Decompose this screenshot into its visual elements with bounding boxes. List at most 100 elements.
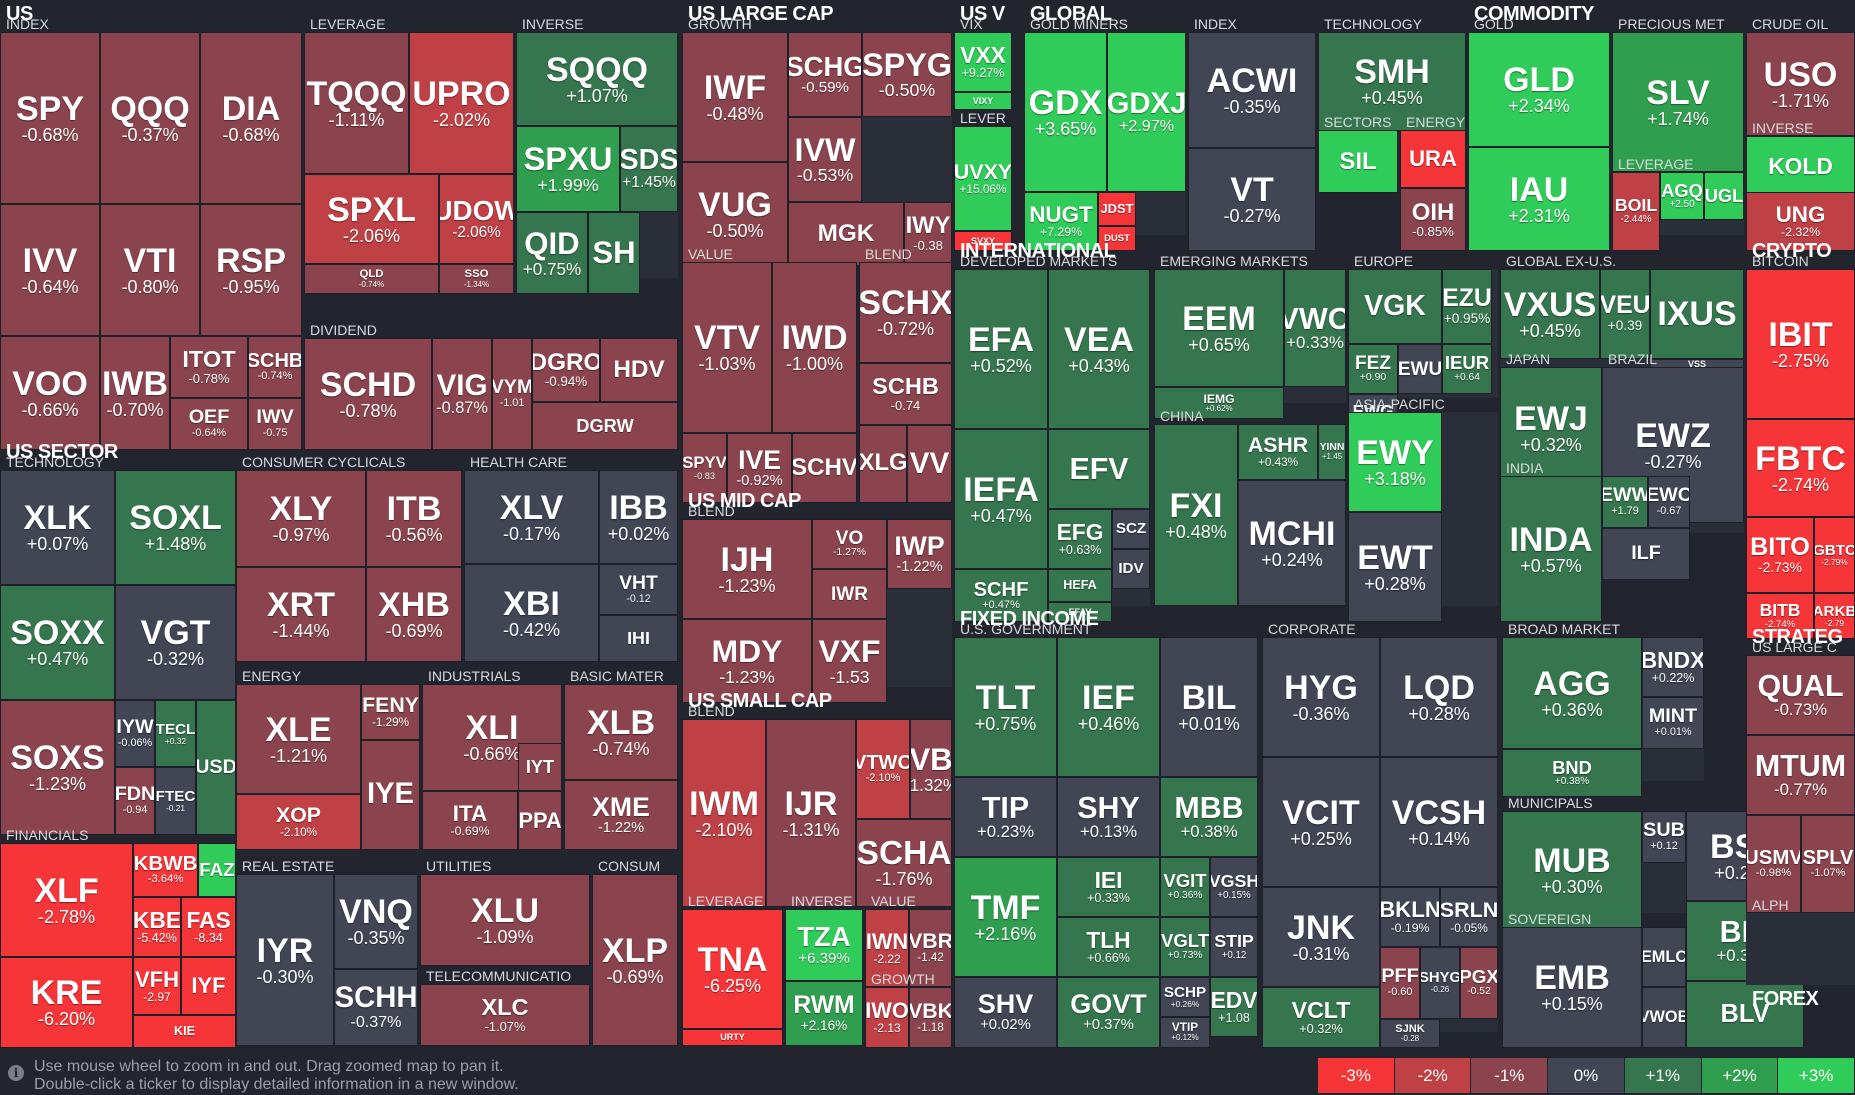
ticker-tile-sso[interactable]: SSO -1.34% <box>439 264 514 294</box>
ticker-tile-xlf[interactable]: XLF -2.78% <box>0 843 133 957</box>
ticker-tile-soxs[interactable]: SOXS -1.23% <box>0 700 115 835</box>
ticker-tile-spyg[interactable]: SPYG -0.50% <box>862 32 952 117</box>
ticker-tile-edv[interactable]: EDV +1.08 <box>1210 977 1258 1037</box>
ticker-tile-scha[interactable]: SCHA -1.76% <box>856 819 952 907</box>
ticker-tile-shv[interactable]: SHV +0.02% <box>954 977 1057 1048</box>
ticker-tile-vcit[interactable]: VCIT +0.25% <box>1262 757 1380 887</box>
ticker-tile-nugt[interactable]: NUGT +7.29% <box>1024 192 1098 251</box>
ticker-tile-iwn[interactable]: IWN -2.22 <box>865 909 909 987</box>
ticker-tile-efg[interactable]: EFG +0.63% <box>1048 509 1112 569</box>
ticker-tile-iyr[interactable]: IYR -0.30% <box>236 874 334 1046</box>
ticker-tile-tza[interactable]: TZA +6.39% <box>785 909 863 981</box>
ticker-tile-tna[interactable]: TNA -6.25% <box>682 909 783 1029</box>
ticker-tile-jdst[interactable]: JDST <box>1098 192 1136 226</box>
ticker-tile-soxl[interactable]: SOXL +1.48% <box>115 470 236 585</box>
ticker-tile-xme[interactable]: XME -1.22% <box>564 780 678 850</box>
ticker-tile-mgk[interactable]: MGK <box>788 202 904 266</box>
ticker-tile-ief[interactable]: IEF +0.46% <box>1057 637 1160 777</box>
ticker-tile-acwi[interactable]: ACWI -0.35% <box>1188 32 1316 148</box>
ticker-tile-voo[interactable]: VOO -0.66% <box>0 336 100 450</box>
ticker-tile-itb[interactable]: ITB -0.56% <box>366 470 462 567</box>
ticker-tile-vea[interactable]: VEA +0.43% <box>1048 269 1150 429</box>
ticker-tile-vym[interactable]: VYM -1.01 <box>492 338 532 450</box>
ticker-tile-oef[interactable]: OEF -0.64% <box>170 398 248 450</box>
ticker-tile-rwm[interactable]: RWM +2.16% <box>785 981 863 1046</box>
ticker-tile-dgrw[interactable]: DGRW <box>532 402 678 450</box>
ticker-tile-xli[interactable]: XLI -0.66% <box>422 684 562 791</box>
ticker-tile-boil[interactable]: BOIL -2.44% <box>1612 172 1660 251</box>
ticker-tile-vug[interactable]: VUG -0.50% <box>682 162 788 266</box>
ticker-tile-hefa[interactable]: HEFA <box>1048 569 1112 602</box>
ticker-tile-fdn[interactable]: FDN -0.94 <box>115 767 155 835</box>
ticker-tile-kie[interactable]: KIE <box>133 1015 236 1048</box>
ticker-tile-schp[interactable]: SCHP +0.26% <box>1160 977 1210 1017</box>
ticker-tile-uvxy[interactable]: UVXY +15.06% <box>954 126 1012 231</box>
ticker-tile-vixy[interactable]: VIXY <box>954 92 1012 110</box>
ticker-tile-ita[interactable]: ITA -0.69% <box>422 791 518 850</box>
ticker-tile-sqqq[interactable]: SQQQ +1.07% <box>516 32 678 126</box>
ticker-tile-soxx[interactable]: SOXX +0.47% <box>0 585 115 700</box>
ticker-tile-ashr[interactable]: ASHR +0.43% <box>1238 424 1318 480</box>
ticker-tile-qld[interactable]: QLD -0.74% <box>304 264 439 294</box>
ticker-tile-arkb[interactable]: ARKB -2.79 <box>1814 593 1855 639</box>
ticker-tile-vxus[interactable]: VXUS +0.45% <box>1500 269 1600 359</box>
ticker-tile-blv[interactable]: BLV <box>1686 981 1804 1048</box>
ticker-tile-ura[interactable]: URA <box>1400 130 1466 188</box>
ticker-tile-ppa[interactable]: PPA <box>518 791 562 850</box>
ticker-tile-mdy[interactable]: MDY -1.23% <box>682 619 812 703</box>
ticker-tile-efv[interactable]: EFV <box>1048 429 1150 509</box>
ticker-tile-iwv[interactable]: IWV -0.75 <box>248 398 302 450</box>
ticker-tile-shyg[interactable]: SHYG -0.26 <box>1420 947 1460 1019</box>
ticker-tile-faz[interactable]: FAZ <box>198 843 236 897</box>
ticker-tile-tip[interactable]: TIP +0.23% <box>954 777 1057 857</box>
ticker-tile-xlb[interactable]: XLB -0.74% <box>564 684 678 780</box>
ticker-tile-usd[interactable]: USD <box>196 700 236 835</box>
ticker-tile-dia[interactable]: DIA -0.68% <box>200 32 302 204</box>
ticker-tile-iei[interactable]: IEI +0.33% <box>1057 857 1160 917</box>
ticker-tile-bil[interactable]: BIL +0.01% <box>1160 637 1258 777</box>
ticker-tile-udow[interactable]: UDOW-2.06% <box>439 174 514 264</box>
ticker-tile-iwb[interactable]: IWB -0.70% <box>100 336 170 450</box>
ticker-tile-hdv[interactable]: HDV <box>600 338 678 402</box>
ticker-tile-vti[interactable]: VTI -0.80% <box>100 204 200 336</box>
ticker-tile-lqd[interactable]: LQD +0.28% <box>1380 637 1498 757</box>
ticker-tile-iyf[interactable]: IYF <box>181 957 236 1015</box>
ticker-tile-vbk[interactable]: VBK -1.18 <box>909 987 952 1048</box>
ticker-tile-iyw[interactable]: IYW -0.06% <box>115 700 155 767</box>
ticker-tile-xly[interactable]: XLY -0.97% <box>236 470 366 567</box>
ticker-tile-iwf[interactable]: IWF -0.48% <box>682 32 788 162</box>
ticker-tile-vfh[interactable]: VFH -2.97 <box>133 957 181 1015</box>
ticker-tile-vnq[interactable]: VNQ -0.35% <box>334 874 418 969</box>
ticker-tile-ivw[interactable]: IVW -0.53% <box>788 117 862 202</box>
ticker-tile-urty[interactable]: URTY <box>682 1029 783 1046</box>
ticker-tile-vgt[interactable]: VGT -0.32% <box>115 585 236 700</box>
ticker-tile-gdx[interactable]: GDX +3.65% <box>1024 32 1107 192</box>
ticker-tile-iye[interactable]: IYE <box>361 740 420 850</box>
ticker-tile-vwob[interactable]: VWOB <box>1642 987 1686 1048</box>
ticker-tile-vgk[interactable]: VGK <box>1348 269 1442 344</box>
ticker-tile-emlc[interactable]: EMLC <box>1642 927 1686 987</box>
ticker-tile-schv[interactable]: SCHV <box>792 433 857 503</box>
ticker-tile-upro[interactable]: UPRO -2.02% <box>409 32 514 174</box>
ticker-tile-gld[interactable]: GLD +2.34% <box>1468 32 1610 147</box>
ticker-tile-feny[interactable]: FENY -1.29% <box>361 684 420 740</box>
ticker-tile-tlt[interactable]: TLT +0.75% <box>954 637 1057 777</box>
ticker-tile-sjnk[interactable]: SJNK -0.28 <box>1380 1019 1440 1048</box>
ticker-tile-slv[interactable]: SLV +1.74% <box>1612 32 1744 172</box>
ticker-tile-govt[interactable]: GOVT +0.37% <box>1057 977 1160 1048</box>
ticker-tile-qual[interactable]: QUAL -0.73% <box>1746 655 1855 735</box>
ticker-tile-ewc[interactable]: EWC -0.67 <box>1648 476 1690 528</box>
ticker-tile-agg[interactable]: AGG +0.36% <box>1502 637 1642 749</box>
ticker-tile-vxx[interactable]: VXX +9.27% <box>954 32 1012 92</box>
ticker-tile-tecl[interactable]: TECL +0.32 <box>155 700 196 767</box>
ticker-tile-sub[interactable]: SUB +0.12 <box>1642 811 1686 863</box>
ticker-tile-usmv[interactable]: USMV -0.98% <box>1746 815 1801 913</box>
ticker-tile-ezu[interactable]: EZU +0.95% <box>1442 269 1492 344</box>
ticker-tile-tmf[interactable]: TMF +2.16% <box>954 857 1057 977</box>
ticker-tile-shy[interactable]: SHY +0.13% <box>1057 777 1160 857</box>
ticker-tile-vv[interactable]: VV <box>907 425 952 503</box>
ticker-tile-pff[interactable]: PFF -0.60 <box>1380 947 1420 1019</box>
ticker-tile-qqq[interactable]: QQQ -0.37% <box>100 32 200 204</box>
ticker-tile-iefa[interactable]: IEFA +0.47% <box>954 429 1048 569</box>
ticker-tile-ieur[interactable]: IEUR +0.64 <box>1442 344 1492 394</box>
